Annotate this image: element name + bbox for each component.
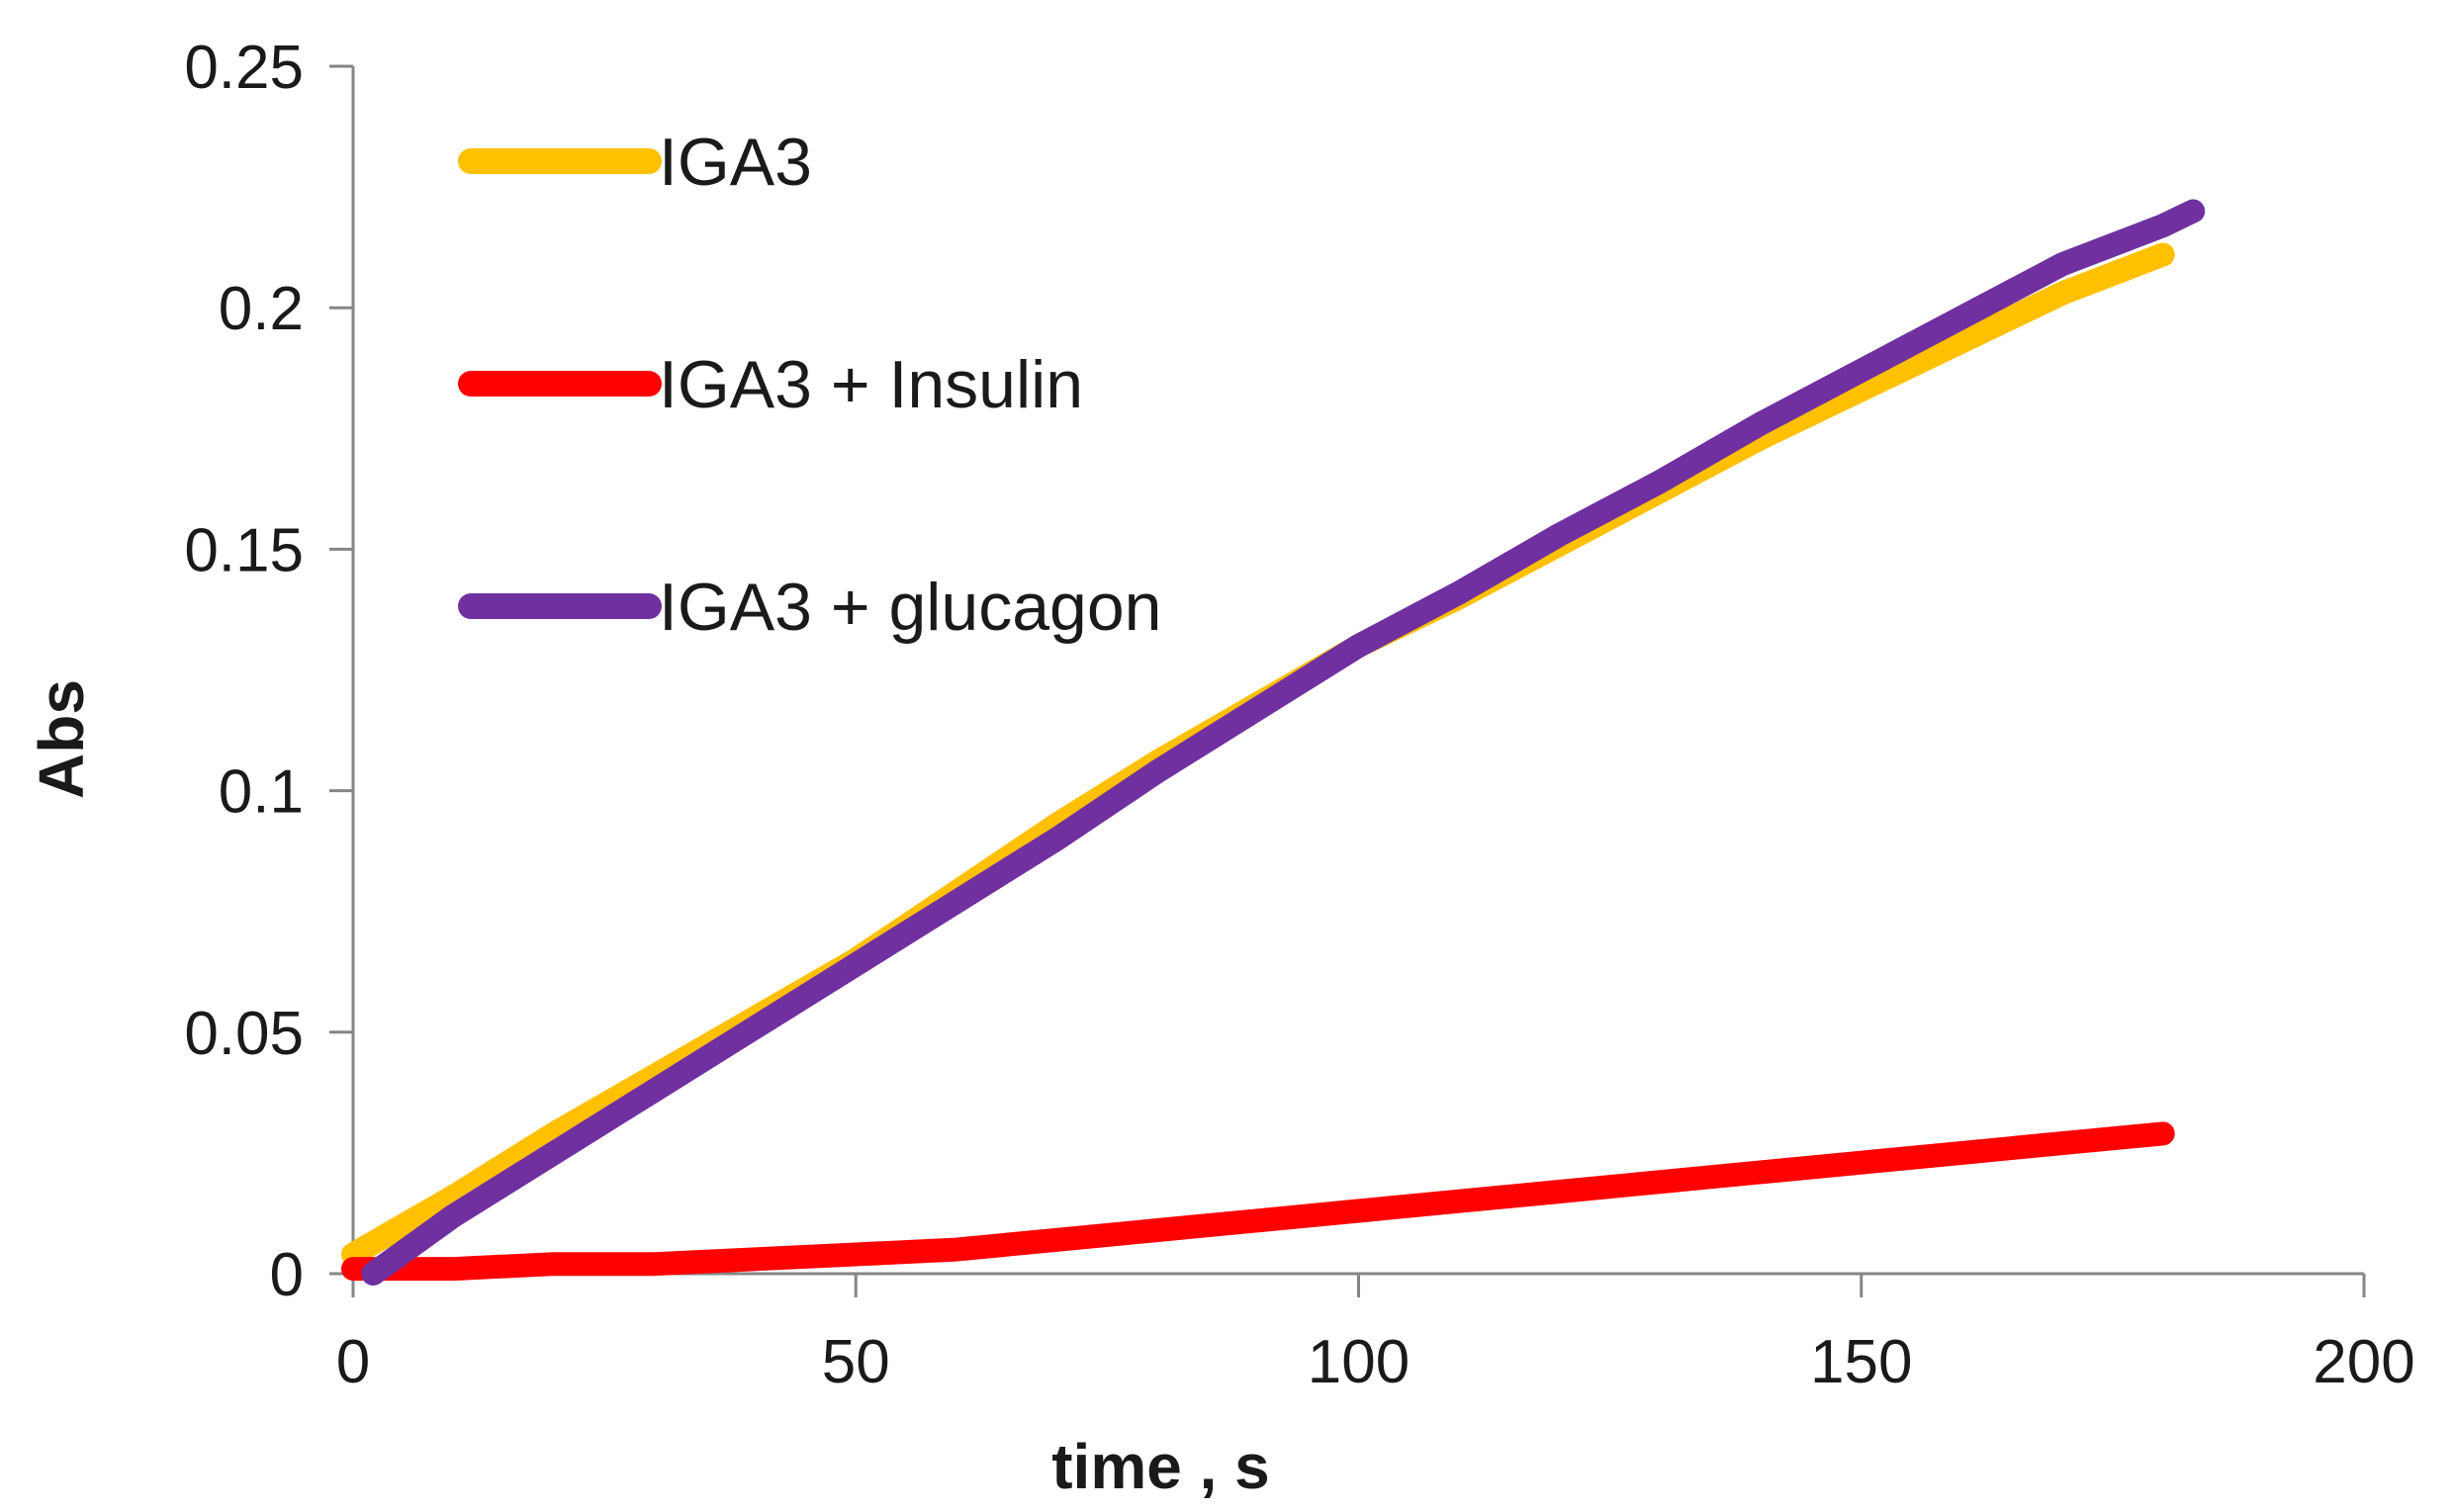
legend-label-2: IGA3 + Insulin: [659, 347, 1083, 422]
series-line-2: [341, 1121, 2175, 1282]
x-tick-label: 50: [822, 1328, 890, 1396]
x-tick-label: 150: [1810, 1328, 1912, 1396]
series-line-3: [361, 199, 2206, 1286]
legend-label-1: IGA3: [659, 125, 812, 200]
y-tick-label: 0.2: [219, 275, 304, 343]
y-tick-label: 0: [270, 1241, 304, 1309]
x-tick-label: 200: [2313, 1328, 2414, 1396]
y-tick-label: 0.05: [184, 1000, 304, 1068]
x-tick-label: 100: [1308, 1328, 1409, 1396]
y-axis-title: Abs: [26, 679, 97, 799]
x-axis-title: time , s: [1051, 1431, 1270, 1502]
y-tick-label: 0.25: [184, 34, 304, 102]
y-tick-label: 0.1: [219, 758, 304, 827]
x-tick-label: 0: [336, 1328, 370, 1396]
y-tick-label: 0.15: [184, 516, 304, 584]
legend-label-3: IGA3 + glucagon: [659, 570, 1161, 645]
